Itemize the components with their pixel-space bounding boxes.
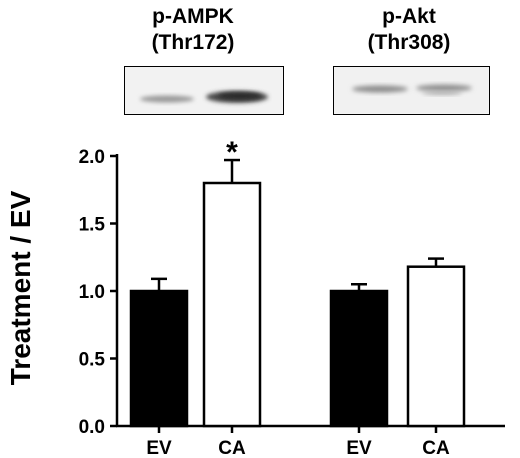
western-blot-akt-image <box>334 67 488 113</box>
x-tick-label-1-1: CA <box>422 438 450 458</box>
significance-marker-0-1: * <box>226 136 238 169</box>
blot-title-akt-line2: (Thr308) <box>367 31 451 54</box>
blot-band-ampk-ev <box>140 95 194 103</box>
x-tick-label-0-1: CA <box>218 438 246 458</box>
blot-title-ampk-line2: (Thr172) <box>151 31 235 54</box>
bar-ev-0 <box>129 289 189 428</box>
bar-ev-1 <box>329 289 389 428</box>
blot-band-akt-ca-faint <box>422 91 462 95</box>
y-tick-label-2: 1.0 <box>79 282 105 303</box>
y-tick-label-0: 0.0 <box>79 417 105 438</box>
blot-title-akt-line1: p-Akt <box>382 5 436 28</box>
y-tick-label-3: 1.5 <box>79 215 106 236</box>
western-blot-akt <box>333 66 490 115</box>
western-blot-ampk <box>124 66 284 115</box>
blot-title-ampk-line1: p-AMPK <box>152 5 234 28</box>
blot-band-akt-ev <box>352 85 408 93</box>
y-tick-label-1: 0.5 <box>79 350 106 371</box>
blot-title-akt: p-Akt (Thr308) <box>332 4 486 56</box>
bar-ca-0 <box>202 181 262 428</box>
x-tick-label-0-0: EV <box>146 438 172 458</box>
blot-title-ampk: p-AMPK (Thr172) <box>118 4 268 56</box>
bar-ca-1 <box>406 265 466 428</box>
x-tick-label-1-0: EV <box>346 438 372 458</box>
y-axis-title: Treatment / EV <box>5 190 36 385</box>
western-blot-ampk-image <box>125 67 282 113</box>
chart-bars: * <box>129 136 466 428</box>
blot-band-ampk-ca-core <box>218 92 262 100</box>
y-tick-label-4: 2.0 <box>79 147 105 168</box>
blot-band-akt-ca <box>416 84 472 92</box>
